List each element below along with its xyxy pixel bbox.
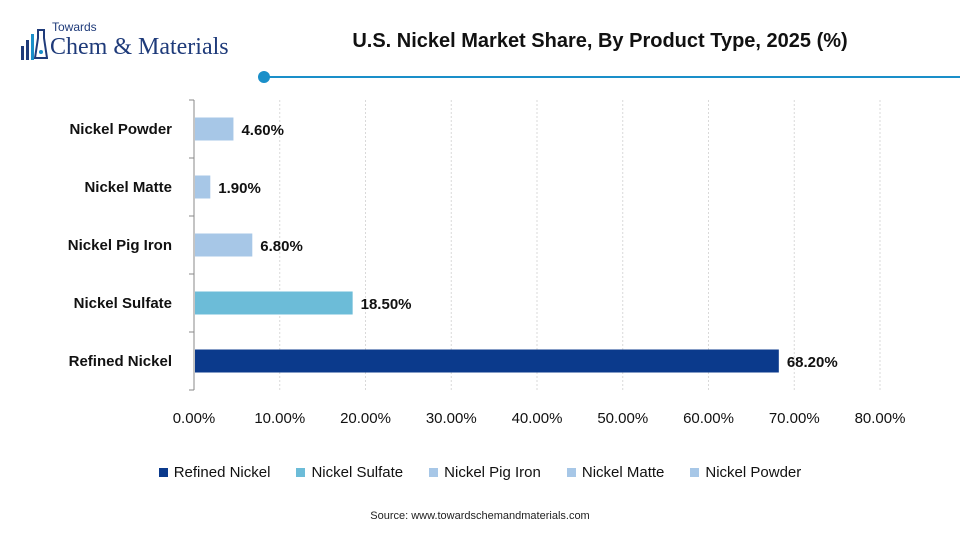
- data-label: 4.60%: [241, 122, 284, 139]
- legend-item: Nickel Sulfate: [296, 464, 403, 481]
- x-tick-label: 70.00%: [769, 410, 820, 427]
- data-label: 68.20%: [787, 354, 838, 371]
- x-tick-label: 30.00%: [426, 410, 477, 427]
- x-tick-label: 50.00%: [597, 410, 648, 427]
- data-label: 6.80%: [260, 238, 303, 255]
- bar-chart: 0.00% 10.00% 20.00% 30.00% 40.00% 50.00% 60.00…: [68, 99, 906, 427]
- legend-label: Nickel Matte: [581, 463, 665, 481]
- category-label: Refined Nickel: [69, 353, 172, 370]
- legend-item: Nickel Matte: [566, 463, 665, 481]
- bar: [195, 233, 253, 257]
- category-label: Nickel Matte: [84, 179, 172, 196]
- legend-label: Nickel Powder: [705, 463, 802, 481]
- bar: [195, 175, 211, 199]
- bar: [195, 117, 234, 141]
- legend-swatch: [429, 467, 439, 477]
- bar: [195, 349, 779, 373]
- legend-label: Nickel Sulfate: [311, 463, 404, 481]
- chart-title: U.S. Nickel Market Share, By Product Typ…: [352, 30, 848, 52]
- logo-line-1: Towards: [52, 20, 97, 34]
- data-label: 1.90%: [218, 180, 261, 197]
- legend-swatch: [566, 467, 576, 477]
- x-tick-label: 60.00%: [683, 410, 734, 427]
- chart-legend: Refined Nickel Nickel Sulfate Nickel Pig I…: [0, 460, 960, 484]
- legend-label: Nickel Pig Iron: [444, 463, 541, 481]
- legend-item: Refined Nickel: [158, 463, 271, 481]
- legend-swatch: [296, 467, 306, 477]
- x-tick-label: 10.00%: [254, 410, 305, 427]
- category-label: Nickel Pig Iron: [68, 237, 172, 254]
- flask-logo-icon: [21, 29, 48, 60]
- legend-item: Nickel Powder: [690, 464, 801, 481]
- legend-item: Nickel Pig Iron: [429, 464, 541, 481]
- bar: [195, 291, 353, 315]
- x-tick-label: 40.00%: [512, 410, 563, 427]
- x-tick-label: 0.00%: [173, 410, 216, 427]
- source-note: Source: www.towardschemandmaterials.com: [370, 510, 590, 522]
- brand-logo: Towards Chem & Materials: [18, 20, 258, 68]
- legend-label: Refined Nickel: [173, 463, 271, 481]
- legend-swatch: [690, 467, 700, 477]
- category-label: Nickel Powder: [69, 121, 172, 138]
- logo-line-2: Chem & Materials: [50, 34, 229, 60]
- title-divider: [264, 76, 960, 78]
- x-tick-label: 20.00%: [340, 410, 391, 427]
- data-label: 18.50%: [361, 296, 412, 313]
- x-tick-label: 80.00%: [855, 410, 906, 427]
- category-label: Nickel Sulfate: [74, 295, 172, 312]
- title-divider-dot: [258, 71, 270, 83]
- legend-swatch: [158, 467, 168, 477]
